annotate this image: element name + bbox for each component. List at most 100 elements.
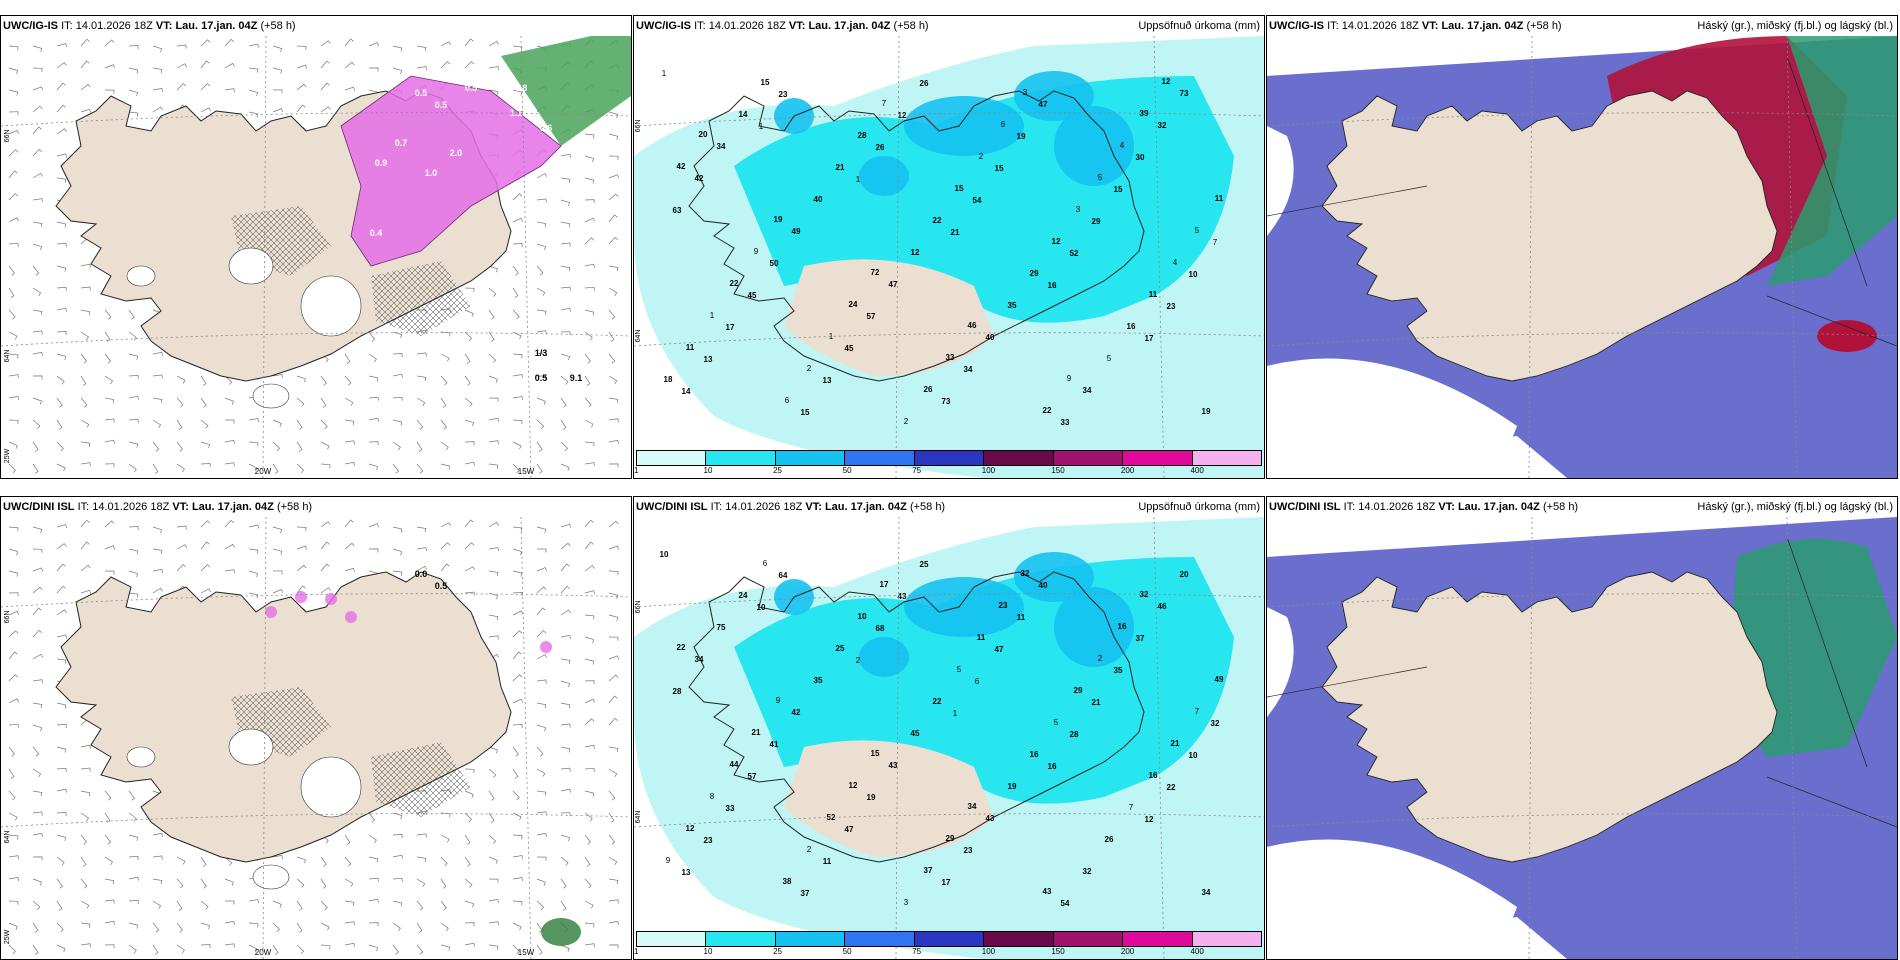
model-label: UWC/DINI ISL: [3, 501, 75, 513]
precip-value-label: 34: [1202, 888, 1211, 897]
snow-value-label: 1.0: [425, 168, 438, 178]
precip-value-label: 49: [1215, 675, 1224, 684]
precip-value-label: 17: [726, 323, 735, 332]
precip-value-label: 42: [677, 162, 686, 171]
precip-value-label: 26: [920, 79, 929, 88]
clear-area: [1267, 358, 1517, 478]
precip-value-label: 37: [1136, 634, 1145, 643]
precip-value-label: 19: [867, 793, 876, 802]
precip-value-label: 12: [1162, 77, 1171, 86]
precip-value-label: 11: [977, 633, 986, 642]
precip-value-label: 57: [867, 312, 876, 321]
colorbar-tick-label: 400: [1190, 947, 1204, 956]
snow-value-label: 0.5: [465, 83, 478, 93]
precip-value-label: 23: [999, 601, 1008, 610]
precip-value-label: 10: [757, 603, 766, 612]
precip-value-label: 15: [955, 184, 964, 193]
colorbar-swatch: [1123, 451, 1193, 465]
precip-value-label: 15: [1114, 185, 1123, 194]
precip-area-heavy: [1014, 71, 1094, 121]
colorbar-tick-label: 100: [981, 947, 996, 956]
precip-value-label: 21: [1092, 698, 1101, 707]
glacier: [300, 275, 362, 337]
precip-value-label: 35: [1114, 666, 1123, 675]
colorbar-swatch: [1192, 451, 1261, 465]
map-canvas: 1 1 1 21 16 17 14 23 26 54 52 23 13 15 12 15 29 10 17 13 26 1…: [634, 36, 1264, 478]
wind-map-panel-dini: UWC/DINI ISL IT: 14.01.2026 18Z VT: Lau.…: [0, 496, 632, 960]
precip-value-label: 45: [845, 344, 854, 353]
precip-value-label: 8: [710, 792, 715, 801]
iceland-coastline: [688, 571, 1145, 863]
precip-value-label: 23: [964, 846, 973, 855]
precip-value-label: 19: [1202, 407, 1211, 416]
precip-value-label: 10: [858, 612, 867, 621]
it-value: 14.01.2026 18Z: [1341, 20, 1419, 32]
precip-value-label: 16: [1118, 622, 1127, 631]
latitude-label: 66N: [4, 611, 11, 624]
snow-area: [340, 75, 562, 267]
snow-spot: [325, 593, 337, 605]
precip-value-label: 6: [1001, 120, 1006, 129]
precip-value-label: 14: [682, 387, 691, 396]
colorbar-swatch: [775, 451, 846, 465]
longitude-label: 15W: [518, 467, 535, 476]
precip-value-label: 75: [717, 623, 726, 632]
precip-value-label: 35: [1008, 301, 1017, 310]
vt-value: Lau. 17.jan. 04Z: [1441, 20, 1524, 32]
precip-value-label: 32: [1083, 867, 1092, 876]
precip-value-label: 19: [1017, 132, 1026, 141]
colorbar-tick-label: 75: [912, 466, 922, 475]
latitude-label: 64N: [4, 350, 11, 363]
glacier: [228, 728, 274, 766]
it-value: 14.01.2026 18Z: [708, 20, 786, 32]
colorbar-swatch: [1053, 451, 1124, 465]
precip-value-label: 23: [1167, 302, 1176, 311]
precip-value-label: 41: [770, 740, 779, 749]
precip-value-label: 52: [827, 813, 836, 822]
precip-value-label: 7: [1213, 238, 1218, 247]
snow-spot: [540, 641, 552, 653]
colorbar-swatch: [845, 932, 915, 946]
precip-value-label: 52: [1070, 249, 1079, 258]
precip-value-label: 16: [1048, 281, 1057, 290]
rain-area: [501, 36, 631, 146]
cloud-map-panel-dini: UWC/DINI ISL IT: 14.01.2026 18Z VT: Lau.…: [1266, 496, 1898, 960]
precip-map-panel-igis: UWC/IG-IS IT: 14.01.2026 18Z VT: Lau. 17…: [633, 15, 1265, 479]
precip-area-heavy: [904, 96, 1024, 156]
it-value: 14.01.2026 18Z: [92, 501, 170, 513]
precip-value-label: 18: [664, 375, 673, 384]
precip-value-label: 64: [779, 571, 788, 580]
precip-value-label: 16: [1127, 322, 1136, 331]
graticule: [634, 36, 1264, 478]
precip-value-label: 47: [889, 280, 898, 289]
map-title: Uppsöfnuð úrkoma (mm): [1138, 20, 1260, 32]
panel-header: UWC/IG-IS IT: 14.01.2026 18Z VT: Lau. 17…: [1269, 18, 1893, 34]
precip-value-label: 29: [1092, 217, 1101, 226]
precip-value-label: 37: [801, 889, 810, 898]
precip-value-label: 34: [964, 365, 973, 374]
precip-value-label: 32: [1158, 121, 1167, 130]
colorbar-swatch: [914, 451, 985, 465]
precip-value-label: 12: [686, 824, 695, 833]
precip-value-label: 10: [1189, 751, 1198, 760]
precip-value-label: 45: [911, 729, 920, 738]
precip-value-label: 22: [1043, 406, 1052, 415]
precip-value-label: 1: [953, 709, 958, 718]
precip-value-label: 29: [1030, 269, 1039, 278]
precip-value-label: 7: [882, 99, 887, 108]
it-label: IT:: [77, 501, 90, 513]
boundary-lines: [1267, 536, 1897, 828]
precip-value-label: 9: [776, 696, 781, 705]
precip-value-label: 2: [904, 417, 909, 426]
panel-header: UWC/DINI ISL IT: 14.01.2026 18Z VT: Lau.…: [636, 499, 1260, 515]
vt-label: VT:: [788, 20, 806, 32]
lead-time: (+58 h): [260, 20, 296, 32]
map-svg: 0.50.50.5 0.81.10.60.70.91.02.00.41/30.5 9…: [1, 36, 631, 478]
graticule: [1267, 36, 1897, 478]
precip-value-label: 34: [695, 655, 704, 664]
precip-value-label: 73: [1180, 89, 1189, 98]
lead-time: (+58 h): [1526, 20, 1562, 32]
model-label: UWC/DINI ISL: [1269, 501, 1341, 513]
snow-value-label: 0.5: [435, 100, 448, 110]
colorbar: 1 10 25 50 75 100 150 200 400: [634, 931, 1262, 957]
